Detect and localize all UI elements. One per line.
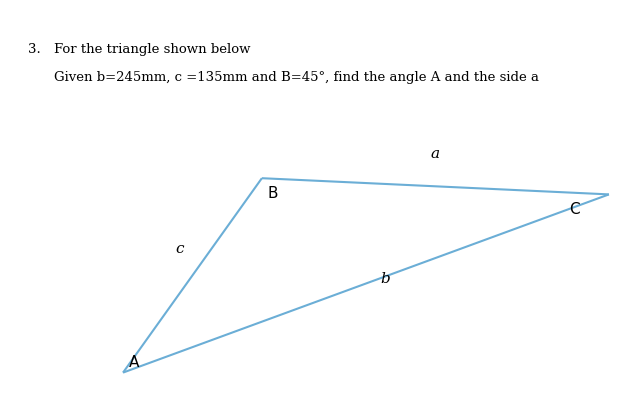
Text: Given b=245mm, c =135mm and B=45°, find the angle A and the side a: Given b=245mm, c =135mm and B=45°, find … xyxy=(54,71,539,84)
Text: 3.: 3. xyxy=(28,43,41,55)
Text: For the triangle shown below: For the triangle shown below xyxy=(54,43,250,55)
Text: c: c xyxy=(175,242,184,256)
Text: B: B xyxy=(268,186,278,201)
Text: C: C xyxy=(569,202,579,217)
Text: a: a xyxy=(431,147,440,161)
Text: b: b xyxy=(380,273,390,286)
Text: A: A xyxy=(129,355,139,370)
